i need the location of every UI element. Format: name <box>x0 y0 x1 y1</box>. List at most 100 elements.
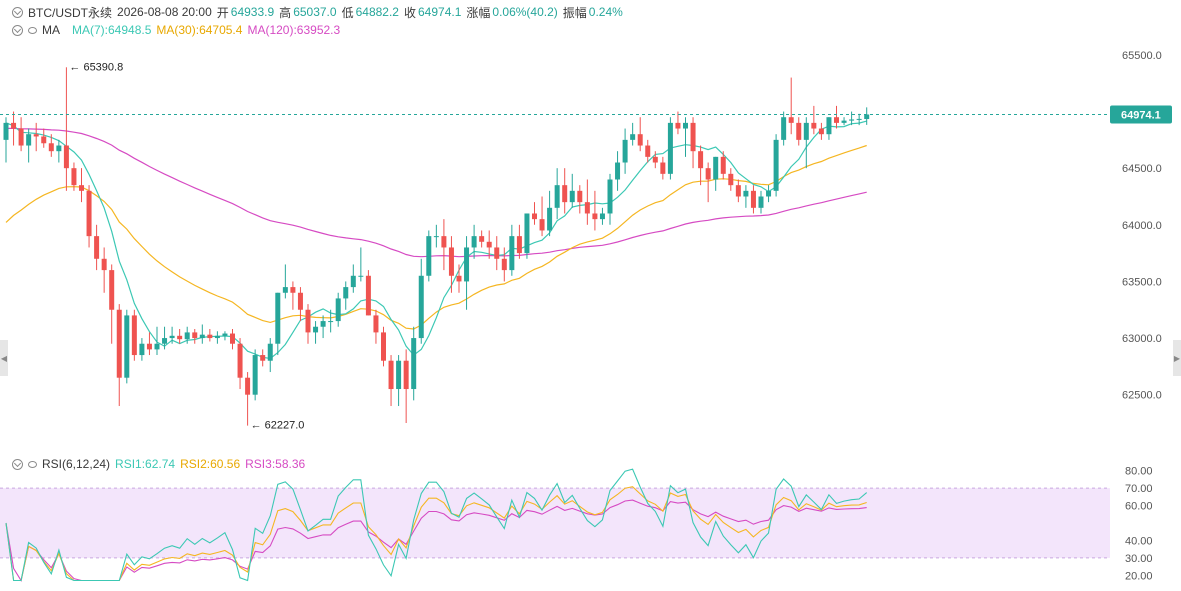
rsi-band-fill <box>0 488 1110 558</box>
candle-body <box>554 185 560 208</box>
candle <box>388 355 394 407</box>
rsi1-series-line <box>5 468 868 582</box>
candle-body <box>690 122 696 152</box>
scroll-right-arrow-icon[interactable]: ▶ <box>1173 340 1181 376</box>
candle <box>630 122 636 146</box>
candle-body <box>418 275 424 339</box>
candle <box>849 111 855 126</box>
candle-body <box>599 213 605 220</box>
candle-body <box>788 117 794 123</box>
visibility-eye-icon[interactable] <box>28 460 37 468</box>
price-tick-label: 64000.0 <box>1122 220 1162 232</box>
candle <box>237 338 243 390</box>
candle <box>207 329 213 342</box>
candle <box>381 326 386 367</box>
collapse-chevron-icon[interactable] <box>12 458 23 470</box>
candle-body <box>101 258 107 271</box>
candle-body <box>516 236 522 254</box>
candle-body <box>849 119 855 121</box>
header-open-label: 开 <box>216 5 229 20</box>
candle-body <box>11 122 17 129</box>
candle <box>781 111 787 146</box>
header-open-value: 64933.9 <box>230 5 275 19</box>
candle <box>124 309 130 384</box>
ma7-legend: MA(7):64948.5 <box>72 23 152 37</box>
candle-body <box>622 139 628 163</box>
candle <box>713 156 719 191</box>
candle <box>41 128 47 148</box>
header-datetime: 2026-08-08 20:00 <box>117 5 212 19</box>
candle-body <box>811 122 817 129</box>
candle <box>675 111 681 135</box>
candle <box>494 236 500 271</box>
candle-body <box>667 122 673 174</box>
candle <box>758 190 764 214</box>
candle-body <box>713 156 719 180</box>
candle <box>532 202 537 225</box>
candle <box>335 292 341 327</box>
candle <box>818 122 824 140</box>
candle-body <box>124 315 130 378</box>
candle-body <box>230 333 235 344</box>
candle-body <box>237 343 243 378</box>
candle-body <box>705 168 711 180</box>
candle <box>101 247 107 293</box>
price-annotation: ← 65390.8 <box>69 61 123 73</box>
candle <box>131 309 137 361</box>
candle-body <box>86 190 92 237</box>
candle <box>471 224 477 259</box>
collapse-chevron-icon[interactable] <box>12 24 23 36</box>
candle-body <box>486 241 492 248</box>
candle <box>592 190 598 231</box>
ma120-line <box>6 127 867 258</box>
candle-body <box>343 287 349 299</box>
candle-body <box>856 118 862 120</box>
candle <box>79 168 84 203</box>
candle-body <box>328 321 334 323</box>
candle-body <box>728 173 734 186</box>
candle-body <box>539 219 545 231</box>
candle <box>834 105 839 129</box>
rsi-tick-label: 60.00 <box>1125 501 1153 513</box>
header-low-label: 低 <box>341 5 354 20</box>
current-price: 64974.1 <box>0 105 1172 124</box>
candle-body <box>660 162 666 174</box>
candle-body <box>803 122 809 140</box>
price-tick-label: 65500.0 <box>1122 50 1162 62</box>
price-tick-label: 64500.0 <box>1122 163 1162 175</box>
candle <box>599 207 605 225</box>
header-ohlc-row: BTC/USDT永续 2026-08-08 20:00 开 64933.9 高 65… <box>12 4 628 20</box>
candle-body <box>834 117 839 123</box>
candle <box>433 224 439 248</box>
candle <box>811 105 817 135</box>
candle-body <box>131 315 137 356</box>
candle <box>313 321 319 344</box>
collapse-chevron-icon[interactable] <box>12 6 23 18</box>
candle-body <box>267 343 273 361</box>
visibility-eye-icon[interactable] <box>28 26 37 34</box>
price-tick-label: 62500.0 <box>1122 390 1162 402</box>
price-tick-label: 63500.0 <box>1122 276 1162 288</box>
candle <box>735 179 741 203</box>
candle-body <box>358 275 364 277</box>
candle-body <box>26 134 32 146</box>
candle-body <box>373 315 379 333</box>
candle <box>607 173 613 225</box>
scroll-left-arrow-icon[interactable]: ◀ <box>0 340 8 376</box>
candle-body <box>479 236 485 242</box>
candle-body <box>365 275 371 316</box>
candle <box>652 151 658 169</box>
candle <box>705 162 711 203</box>
candle-body <box>426 236 432 276</box>
candle-body <box>562 185 568 203</box>
candle <box>516 224 522 259</box>
candle <box>18 117 24 152</box>
rsi2-series-line <box>5 486 867 582</box>
candle <box>426 230 432 282</box>
candle-body <box>184 332 190 340</box>
rsi-tick-label: 70.00 <box>1125 483 1153 495</box>
header-change-label: 涨幅 <box>466 5 491 20</box>
candle-body <box>41 136 47 144</box>
header-symbol: BTC/USDT永续 <box>28 5 113 20</box>
